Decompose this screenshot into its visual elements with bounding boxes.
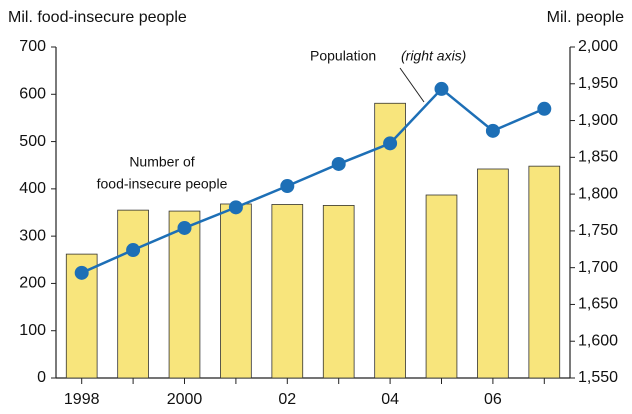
annotation: (right axis): [401, 48, 466, 64]
point: [74, 265, 89, 280]
bar: [220, 203, 252, 379]
y2-tick-label: 1,600: [578, 332, 618, 349]
point: [280, 179, 295, 194]
y-tick-label: 200: [19, 275, 46, 292]
y-tick-label: 700: [19, 38, 46, 55]
point: [537, 101, 552, 116]
annotation: Number of: [129, 154, 194, 170]
y-tick-label: 400: [19, 180, 46, 197]
y2-tick-label: 1,750: [578, 222, 618, 239]
bar: [425, 194, 458, 379]
y-tick-label: 500: [19, 133, 46, 150]
annotation: food-insecure people: [97, 176, 228, 192]
x-tick-label: 06: [484, 391, 502, 408]
bar: [117, 209, 149, 379]
point: [331, 156, 346, 171]
x-tick-label: 04: [381, 391, 399, 408]
bar: [477, 168, 509, 379]
line: [81, 87, 545, 274]
point: [434, 81, 449, 96]
annotation: Population: [310, 48, 376, 64]
y-axis-title: Mil. food-insecure people: [8, 9, 187, 26]
y2-tick-label: 1,700: [578, 259, 618, 276]
y2-axis-title: Mil. people: [547, 9, 624, 26]
y-tick-label: 300: [19, 227, 46, 244]
point: [485, 123, 500, 138]
y-tick-label: 600: [19, 86, 46, 103]
bar: [322, 205, 355, 379]
point: [228, 200, 243, 215]
y-tick-label: 100: [19, 322, 46, 339]
y2-tick-label: 1,800: [578, 185, 618, 202]
y2-tick-label: 1,550: [578, 369, 618, 386]
x-tick-label: 1998: [64, 391, 100, 408]
bar: [271, 204, 304, 379]
y2-tick-label: 1,950: [578, 75, 618, 92]
y2-tick-label: 1,650: [578, 296, 618, 313]
bar: [528, 165, 561, 379]
point: [383, 136, 398, 151]
y2-tick-label: 2,000: [578, 38, 618, 55]
leader-line: [399, 67, 425, 103]
bar: [168, 210, 201, 379]
x-tick-label: 2000: [167, 391, 203, 408]
y2-tick-label: 1,900: [578, 112, 618, 129]
y-tick-label: 0: [37, 369, 46, 386]
y2-tick-label: 1,850: [578, 149, 618, 166]
point: [177, 220, 192, 235]
point: [126, 243, 141, 258]
x-tick-label: 02: [278, 391, 296, 408]
